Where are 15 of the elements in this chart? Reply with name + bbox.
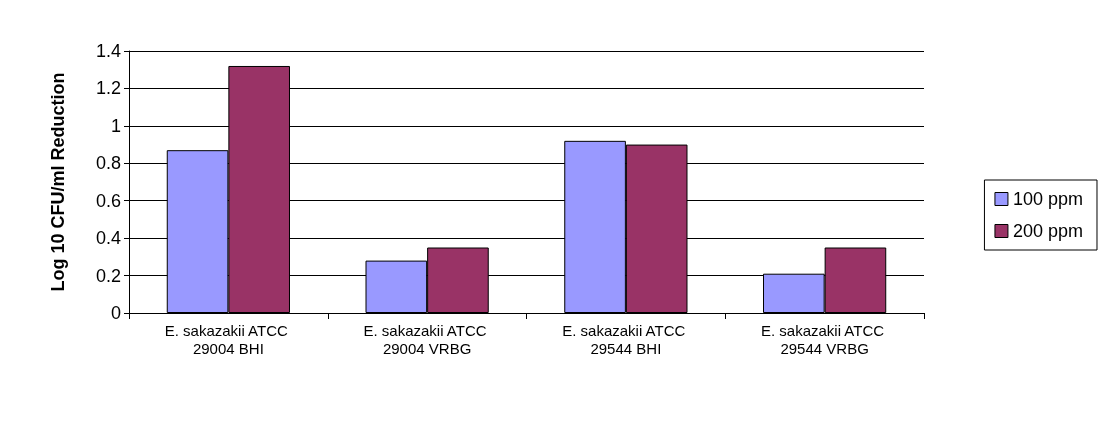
y-tick-label: 1.4 <box>95 41 121 61</box>
y-tick-label: 0 <box>110 303 121 323</box>
x-tick-label: E. sakazakii ATCC 29004 BHI <box>164 321 293 357</box>
y-tick-label: 1.2 <box>95 78 121 99</box>
x-tick-label: E. sakazakii ATCC 29544 VRBG <box>760 321 889 357</box>
y-tick-label: 0.2 <box>95 265 121 286</box>
y-axis-title: Log 10 CFU/ml Reduction <box>48 72 68 292</box>
y-tick-label: 0.4 <box>95 228 121 249</box>
x-tick-label: E. sakazakii ATCC 29004 VRBG <box>363 321 491 357</box>
y-tick-label: 1 <box>110 115 121 136</box>
y-tick-label: 0.8 <box>95 153 121 174</box>
x-tick-label: E. sakazakii ATCC 29544 BHI <box>562 321 690 357</box>
legend-label: 200 ppm <box>1012 221 1084 241</box>
legend-label: 100 ppm <box>1012 189 1084 209</box>
y-tick-label: 0.6 <box>95 190 121 211</box>
